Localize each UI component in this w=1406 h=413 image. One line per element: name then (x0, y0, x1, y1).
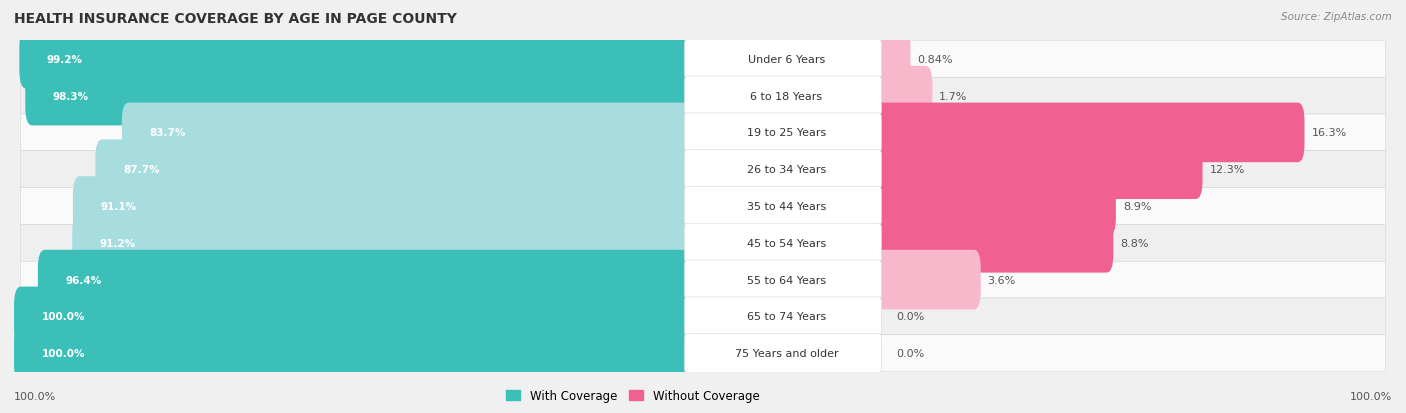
Text: 98.3%: 98.3% (53, 91, 89, 101)
Text: 0.0%: 0.0% (896, 348, 924, 358)
FancyBboxPatch shape (21, 298, 1385, 335)
FancyBboxPatch shape (25, 66, 689, 126)
Text: 8.9%: 8.9% (1123, 202, 1152, 211)
FancyBboxPatch shape (21, 225, 1385, 261)
FancyBboxPatch shape (14, 287, 689, 347)
FancyBboxPatch shape (685, 77, 882, 116)
Text: 91.2%: 91.2% (100, 238, 136, 248)
FancyBboxPatch shape (685, 150, 882, 189)
Text: 45 to 54 Years: 45 to 54 Years (747, 238, 825, 248)
FancyBboxPatch shape (21, 152, 1385, 188)
Text: 12.3%: 12.3% (1209, 165, 1244, 175)
Text: 1.7%: 1.7% (939, 91, 967, 101)
FancyBboxPatch shape (21, 188, 1385, 225)
FancyBboxPatch shape (122, 103, 689, 163)
Text: HEALTH INSURANCE COVERAGE BY AGE IN PAGE COUNTY: HEALTH INSURANCE COVERAGE BY AGE IN PAGE… (14, 12, 457, 26)
FancyBboxPatch shape (876, 140, 1202, 199)
FancyBboxPatch shape (876, 30, 911, 89)
Text: 100.0%: 100.0% (42, 312, 86, 322)
Text: 100.0%: 100.0% (14, 391, 56, 401)
FancyBboxPatch shape (20, 30, 689, 89)
FancyBboxPatch shape (876, 214, 1114, 273)
FancyBboxPatch shape (21, 261, 1385, 298)
Text: 26 to 34 Years: 26 to 34 Years (747, 165, 825, 175)
FancyBboxPatch shape (685, 297, 882, 336)
FancyBboxPatch shape (96, 140, 689, 199)
FancyBboxPatch shape (876, 103, 1305, 163)
Text: 99.2%: 99.2% (46, 55, 83, 65)
FancyBboxPatch shape (876, 250, 981, 310)
Text: 19 to 25 Years: 19 to 25 Years (747, 128, 825, 138)
FancyBboxPatch shape (21, 78, 1385, 115)
Text: 8.8%: 8.8% (1121, 238, 1149, 248)
FancyBboxPatch shape (21, 115, 1385, 152)
FancyBboxPatch shape (21, 335, 1385, 372)
Text: 3.6%: 3.6% (987, 275, 1017, 285)
FancyBboxPatch shape (72, 214, 689, 273)
Text: 65 to 74 Years: 65 to 74 Years (747, 312, 825, 322)
Text: 87.7%: 87.7% (122, 165, 159, 175)
FancyBboxPatch shape (21, 41, 1385, 78)
Text: 55 to 64 Years: 55 to 64 Years (747, 275, 825, 285)
FancyBboxPatch shape (73, 177, 689, 236)
Text: Source: ZipAtlas.com: Source: ZipAtlas.com (1281, 12, 1392, 22)
Text: 100.0%: 100.0% (42, 348, 86, 358)
FancyBboxPatch shape (876, 177, 1116, 236)
Text: 16.3%: 16.3% (1312, 128, 1347, 138)
Text: 0.0%: 0.0% (896, 312, 924, 322)
Text: 91.1%: 91.1% (100, 202, 136, 211)
Legend: With Coverage, Without Coverage: With Coverage, Without Coverage (502, 385, 763, 407)
Text: 83.7%: 83.7% (149, 128, 186, 138)
Text: 100.0%: 100.0% (1350, 391, 1392, 401)
FancyBboxPatch shape (685, 334, 882, 373)
FancyBboxPatch shape (685, 224, 882, 263)
Text: 96.4%: 96.4% (66, 275, 101, 285)
FancyBboxPatch shape (685, 114, 882, 152)
Text: 0.84%: 0.84% (917, 55, 953, 65)
Text: 75 Years and older: 75 Years and older (734, 348, 838, 358)
FancyBboxPatch shape (685, 40, 882, 79)
FancyBboxPatch shape (685, 261, 882, 299)
Text: 35 to 44 Years: 35 to 44 Years (747, 202, 825, 211)
FancyBboxPatch shape (876, 66, 932, 126)
FancyBboxPatch shape (14, 324, 689, 383)
FancyBboxPatch shape (38, 250, 689, 310)
Text: Under 6 Years: Under 6 Years (748, 55, 825, 65)
Text: 6 to 18 Years: 6 to 18 Years (751, 91, 823, 101)
FancyBboxPatch shape (685, 187, 882, 226)
